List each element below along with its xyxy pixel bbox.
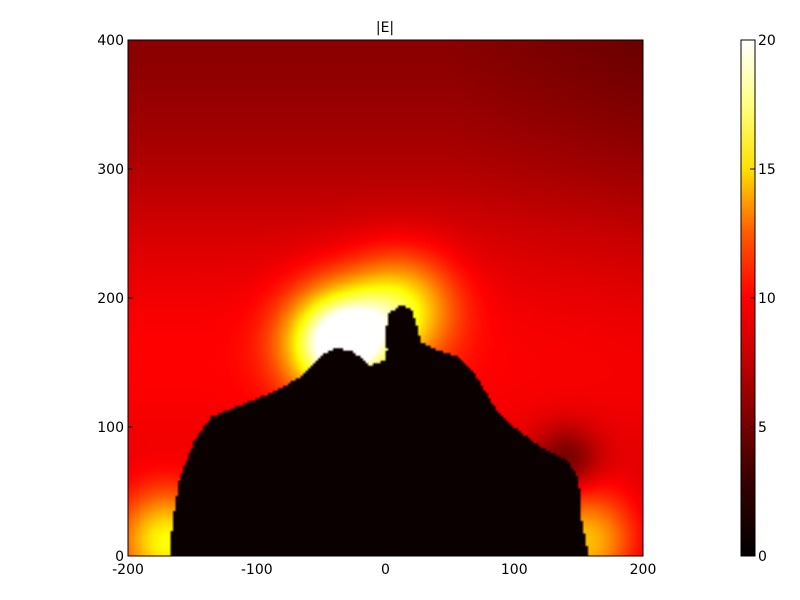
y-tick-label: 300 [97, 162, 124, 178]
heatmap-area [128, 40, 643, 556]
y-tick-label: 200 [97, 291, 124, 307]
x-tick-label: -200 [112, 562, 144, 578]
y-tick-label: 400 [97, 33, 124, 49]
colorbar-tick-label: 0 [758, 549, 767, 565]
x-tick-label: -100 [241, 562, 273, 578]
x-tick-label: 100 [501, 562, 528, 578]
y-tick-label: 100 [97, 420, 124, 436]
y-axis: 0 100 200 300 400 [97, 33, 133, 565]
chart-title: |E| [376, 20, 394, 36]
y-tick-label: 0 [115, 549, 124, 565]
colorbar-tick-label: 20 [758, 33, 776, 49]
x-tick-label: 0 [381, 562, 390, 578]
colorbar-tick-label: 15 [758, 162, 776, 178]
heatmap-image [128, 40, 643, 556]
x-axis: -200 -100 0 100 200 [112, 551, 656, 578]
colorbar-tick-label: 5 [758, 420, 767, 436]
x-tick-label: 200 [630, 562, 657, 578]
colorbar-axis: 0 5 10 15 20 [750, 33, 776, 565]
colorbar-tick-label: 10 [758, 291, 776, 307]
